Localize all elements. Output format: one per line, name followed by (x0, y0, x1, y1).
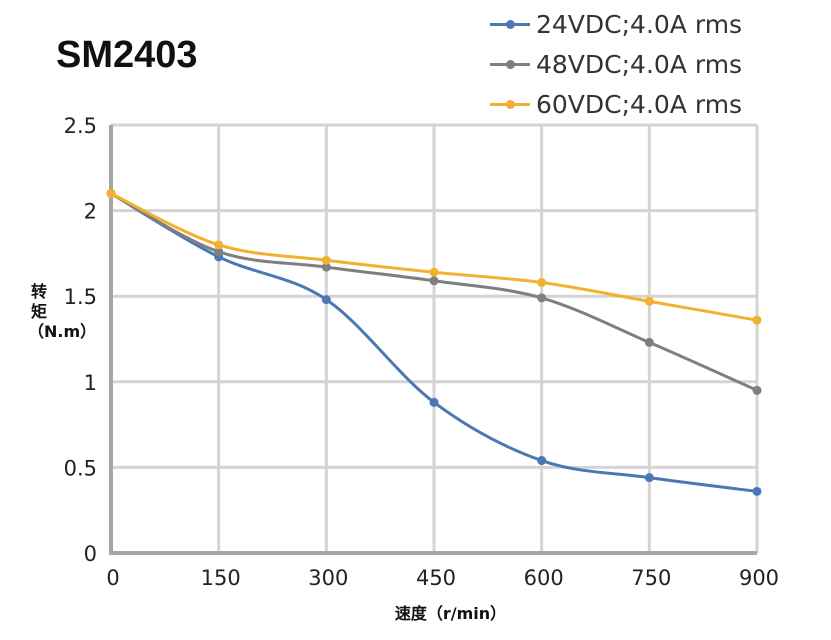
data-point (429, 267, 439, 277)
data-point (537, 278, 547, 288)
data-point (429, 276, 439, 286)
data-point (644, 296, 654, 306)
data-point (214, 247, 224, 257)
legend-item-48vdc: 48VDC;4.0A rms (490, 44, 742, 84)
x-axis-label: 速度（r/min） (394, 604, 507, 623)
legend: 24VDC;4.0A rms 48VDC;4.0A rms 60VDC;4.0A… (490, 4, 742, 124)
data-point (644, 473, 654, 483)
data-point (321, 295, 331, 305)
y-tick-label: 2.5 (64, 114, 97, 138)
legend-label: 60VDC;4.0A rms (536, 89, 743, 119)
y-tick-label: 1.5 (64, 285, 97, 309)
legend-item-24vdc: 24VDC;4.0A rms (490, 4, 742, 44)
data-point (644, 337, 654, 347)
legend-swatch (490, 19, 530, 29)
data-point (429, 397, 439, 407)
data-point (537, 293, 547, 303)
data-point (214, 240, 224, 250)
y-tick-label: 2 (84, 200, 97, 224)
legend-swatch (490, 99, 530, 109)
data-point (752, 315, 762, 325)
x-tick-label: 600 (524, 566, 564, 590)
legend-item-60vdc: 60VDC;4.0A rms (490, 84, 742, 124)
data-point (321, 262, 331, 272)
y-tick-label: 0 (84, 542, 97, 566)
legend-label: 48VDC;4.0A rms (536, 49, 743, 79)
legend-swatch (490, 59, 530, 69)
data-point (321, 255, 331, 265)
x-tick-label: 150 (201, 566, 241, 590)
x-tick-label: 0 (106, 566, 119, 590)
x-tick-label: 750 (631, 566, 671, 590)
data-point (752, 486, 762, 496)
chart-title: SM2403 (56, 34, 198, 76)
x-tick-label: 900 (739, 566, 779, 590)
data-point (752, 385, 762, 395)
y-axis-label: 转矩（N.m） (28, 282, 97, 341)
y-tick-label: 1 (84, 371, 97, 395)
x-tick-label: 450 (416, 566, 456, 590)
data-point (106, 188, 116, 198)
legend-label: 24VDC;4.0A rms (536, 9, 743, 39)
data-point (537, 456, 547, 466)
y-tick-label: 0.5 (64, 456, 97, 480)
x-tick-label: 300 (308, 566, 348, 590)
